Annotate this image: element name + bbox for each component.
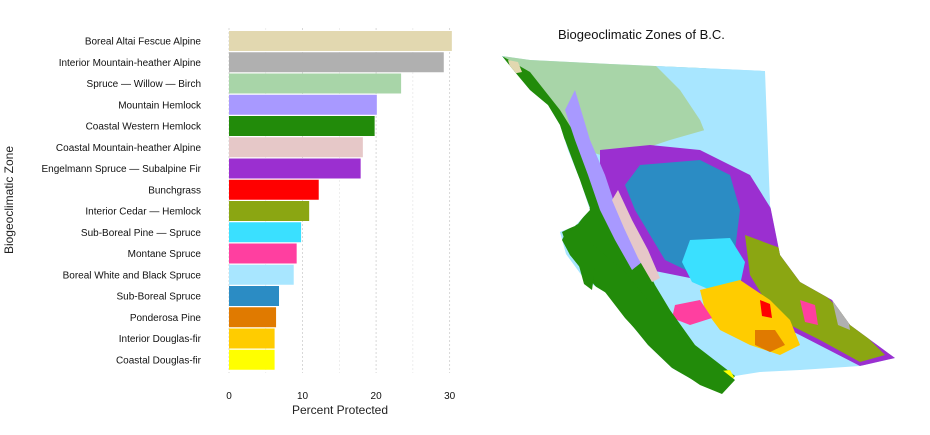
zone-coastal-mountain-heather-alpine: [612, 190, 660, 282]
map-panel: Biogeoclimatic Zones of B.C.: [470, 0, 930, 430]
bar: [229, 116, 375, 136]
category-label: Coastal Douglas-fir: [116, 355, 202, 366]
zone-spruce-willow-birch: [502, 56, 715, 158]
x-tick-label: 10: [297, 391, 309, 402]
bar: [229, 31, 452, 51]
x-tick-label: 20: [371, 391, 383, 402]
zone-interior-cedar-hemlock: [745, 235, 885, 362]
bar: [229, 52, 444, 73]
zone-ponderosa-pine: [755, 330, 785, 352]
zone-montane-spruce: [672, 300, 818, 325]
category-label: Ponderosa Pine: [130, 313, 202, 324]
haida-gwaii: [565, 228, 595, 290]
bar: [229, 328, 275, 349]
category-label: Boreal White and Black Spruce: [63, 270, 202, 281]
bar: [229, 243, 297, 264]
category-label: Montane Spruce: [128, 249, 202, 260]
x-tick-labels: 0 10 20 30: [226, 391, 455, 402]
map-title: Biogeoclimatic Zones of B.C.: [558, 27, 725, 42]
category-label: Coastal Western Hemlock: [86, 122, 202, 133]
x-tick-label: 30: [444, 391, 456, 402]
zone-bunchgrass: [760, 300, 772, 318]
category-label: Interior Mountain-heather Alpine: [59, 58, 202, 69]
bar: [229, 222, 302, 243]
category-labels: Boreal Altai Fescue Alpine Interior Mount…: [41, 37, 202, 367]
bar: [229, 264, 294, 285]
bar-chart: Boreal Altai Fescue Alpine Interior Mount…: [2, 28, 456, 417]
category-label: Interior Cedar — Hemlock: [85, 207, 202, 218]
bar: [229, 349, 275, 370]
x-axis-label: Percent Protected: [292, 403, 388, 417]
category-label: Engelmann Spruce — Subalpine Fir: [41, 164, 201, 175]
bar-chart-panel: Boreal Altai Fescue Alpine Interior Mount…: [0, 0, 470, 430]
bar: [229, 137, 363, 158]
bar: [229, 94, 377, 115]
bar: [229, 73, 402, 94]
bar: [229, 286, 280, 306]
category-label: Bunchgrass: [148, 185, 201, 196]
category-label: Sub-Boreal Pine — Spruce: [81, 228, 202, 239]
bar: [229, 307, 277, 328]
zone-sub-boreal-pine-spruce: [682, 238, 745, 292]
category-label: Boreal Altai Fescue Alpine: [85, 37, 202, 48]
bar: [229, 201, 310, 221]
vancouver-island: [562, 232, 735, 394]
zone-boreal-white-black-spruce-north: [650, 60, 770, 200]
x-tick-label: 0: [226, 391, 232, 402]
y-axis-label: Biogeoclimatic Zone: [2, 146, 16, 254]
bar: [229, 179, 319, 200]
bar: [229, 158, 361, 179]
category-label: Mountain Hemlock: [118, 100, 202, 111]
category-label: Coastal Mountain-heather Alpine: [56, 143, 202, 154]
bars: [229, 31, 452, 370]
category-label: Interior Douglas-fir: [119, 334, 202, 345]
category-label: Spruce — Willow — Birch: [87, 79, 201, 90]
category-label: Sub-Boreal Spruce: [117, 292, 202, 303]
bc-zone-map: [502, 56, 895, 394]
